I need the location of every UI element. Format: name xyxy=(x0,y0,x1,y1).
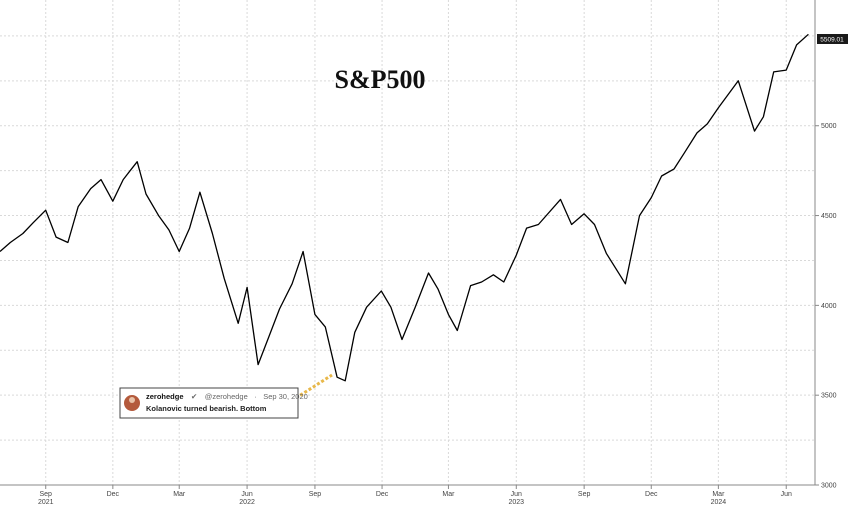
x-tick-label: Mar xyxy=(173,491,186,498)
x-year-label: 2023 xyxy=(509,499,525,505)
tweet-text: Kolanovic turned bearish. Bottom xyxy=(146,404,267,413)
tweet-handle: @zerohedge xyxy=(205,392,248,401)
last-value-marker: 5509.01 xyxy=(817,34,848,44)
x-tick-label: Dec xyxy=(376,491,389,498)
y-axis: 3000 3500 4000 4500 5000 xyxy=(814,0,837,490)
tweet-card xyxy=(119,387,299,419)
x-year-label: 2024 xyxy=(711,499,727,505)
x-tick-label: Sep xyxy=(39,491,52,498)
y-tick-label: 3500 xyxy=(821,393,837,400)
y-tick-label: 4500 xyxy=(821,213,837,220)
x-tick-label: Sep xyxy=(309,491,322,498)
x-tick-label: Sep xyxy=(578,491,591,498)
x-tick-label: Mar xyxy=(712,491,725,498)
y-tick-label: 4000 xyxy=(821,303,837,310)
tweet-separator: · xyxy=(254,392,257,401)
avatar-face-icon xyxy=(129,397,135,403)
x-axis: Sep Dec Mar Jun Sep Dec Mar Jun Sep Dec Mar Jun 2021… xyxy=(0,484,815,505)
last-value-box xyxy=(817,34,848,44)
tweet-header: zerohedge ✔ @zerohedge · Sep 30, 2020 xyxy=(146,386,308,403)
x-tick-label: Jun xyxy=(511,491,522,498)
last-value-label: 5509.01 xyxy=(820,37,844,44)
y-tick-label: 3000 xyxy=(821,483,837,490)
tweet-date: Sep 30, 2020 xyxy=(263,392,308,401)
x-tick-label: Jun xyxy=(241,491,252,498)
verified-badge-icon: ✔ xyxy=(191,392,197,401)
x-tick-label: Mar xyxy=(442,491,455,498)
tweet-name: zerohedge xyxy=(146,392,184,401)
tweet-annotation: zerohedge ✔ @zerohedge · Sep 30, 2020 Ko… xyxy=(119,373,333,419)
x-year-label: 2021 xyxy=(38,499,54,505)
x-tick-label: Dec xyxy=(107,491,120,498)
x-tick-label: Dec xyxy=(645,491,658,498)
x-year-label: 2022 xyxy=(239,499,255,505)
series-layer xyxy=(0,33,809,382)
series-line xyxy=(0,33,809,382)
y-tick-label: 5000 xyxy=(821,123,837,130)
x-tick-label: Jun xyxy=(781,491,792,498)
annotation-connector xyxy=(295,373,333,400)
chart-title: S&P500 xyxy=(335,65,426,94)
